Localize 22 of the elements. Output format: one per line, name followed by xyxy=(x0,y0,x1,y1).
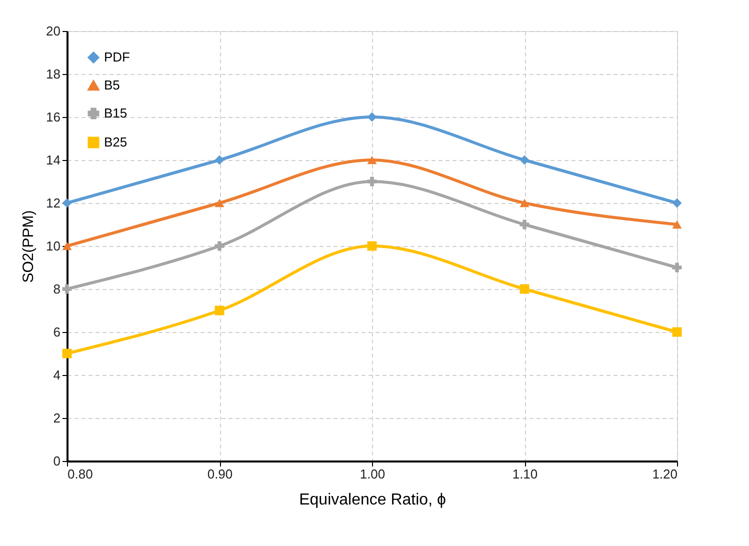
legend-label: B15 xyxy=(104,106,128,120)
y-tick-label: 14 xyxy=(46,152,60,168)
x-tick-label: 0.90 xyxy=(207,466,233,482)
y-tick-label: 0 xyxy=(53,454,60,468)
y-tick-label: 12 xyxy=(46,196,60,210)
x-tick-label: 1.20 xyxy=(652,466,678,482)
legend-label: PDF xyxy=(104,50,130,64)
x-axis-title: Equivalence Ratio, ϕ xyxy=(299,492,446,508)
y-tick-label: 10 xyxy=(46,238,60,254)
y-tick-label: 4 xyxy=(53,368,60,382)
legend-label: B5 xyxy=(104,78,120,92)
y-axis-title: SO2(PPM) xyxy=(20,210,38,283)
y-tick-label: 6 xyxy=(53,324,60,340)
y-tick-label: 2 xyxy=(53,410,60,426)
y-tick-label: 8 xyxy=(53,282,60,296)
y-tick-label: 20 xyxy=(46,24,60,38)
x-tick-label: 0.80 xyxy=(68,466,93,482)
x-tick-label: 1.10 xyxy=(512,466,538,482)
x-tick-label: 1.00 xyxy=(360,466,386,482)
legend-label: B25 xyxy=(104,134,128,150)
y-tick-label: 16 xyxy=(46,110,60,124)
y-tick-label: 18 xyxy=(46,66,60,82)
